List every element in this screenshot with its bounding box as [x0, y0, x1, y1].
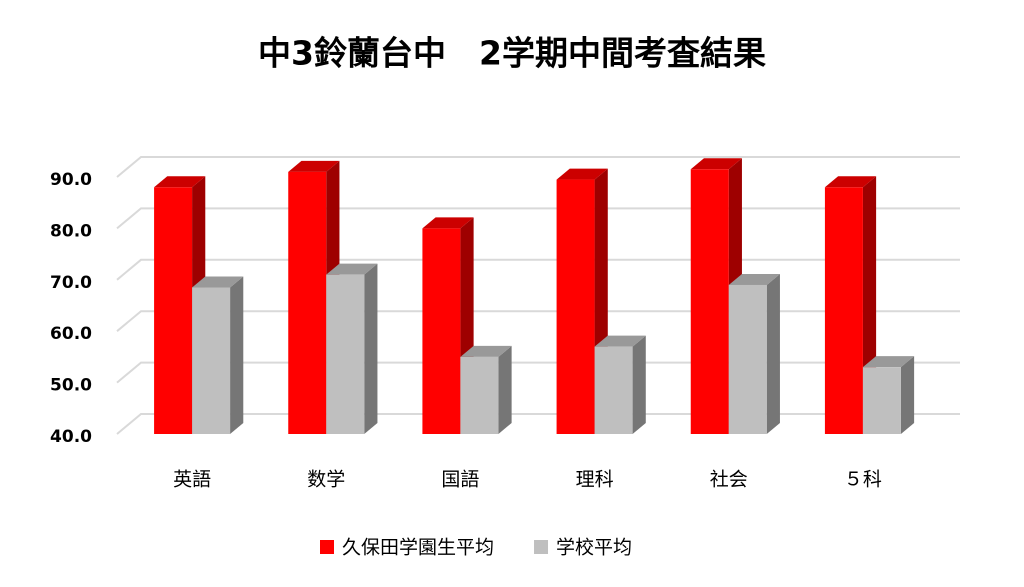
bar-top	[288, 160, 340, 172]
bar	[288, 171, 327, 435]
bar-side	[632, 335, 646, 434]
bar	[728, 284, 767, 434]
legend-swatch	[534, 540, 549, 554]
grid-line	[116, 258, 960, 281]
bar-top	[460, 345, 512, 357]
bar-top	[556, 168, 608, 180]
bar-top	[154, 176, 206, 188]
grid-line	[116, 413, 960, 435]
legend-label: 久保田学園生平均	[342, 537, 494, 559]
y-tick-label: 60.0	[50, 324, 92, 344]
bar-top	[326, 263, 378, 275]
x-tick-label: ５科	[844, 469, 882, 491]
legend-swatch	[320, 540, 334, 554]
bar	[154, 187, 193, 434]
bar	[422, 228, 461, 434]
bar	[192, 287, 231, 434]
bar	[326, 274, 365, 434]
bar-side	[230, 276, 244, 434]
bar-top	[690, 158, 742, 170]
bar-top	[824, 176, 877, 188]
y-tick-label: 80.0	[50, 221, 92, 241]
bar	[824, 187, 863, 434]
y-tick-label: 70.0	[50, 273, 92, 293]
bar	[460, 356, 499, 434]
bar-side	[498, 345, 512, 434]
grid-line	[116, 310, 960, 332]
grid-line	[116, 361, 960, 384]
chart-title: 中3鈴蘭台中 2学期中間考査結果	[258, 34, 766, 73]
x-tick-label: 理科	[576, 469, 614, 491]
x-tick-label: 英語	[173, 469, 211, 491]
bar-side	[364, 263, 378, 434]
x-tick-label: 国語	[441, 469, 479, 491]
bar	[862, 367, 901, 434]
bar	[594, 346, 633, 434]
x-tick-label: 数学	[307, 469, 345, 491]
y-tick-label: 50.0	[50, 376, 92, 396]
bar-top	[862, 356, 915, 368]
bar-top	[728, 273, 780, 285]
bar	[690, 169, 729, 435]
bar-top	[422, 217, 474, 229]
bar	[556, 179, 595, 434]
grid-line	[116, 156, 960, 178]
bar-side	[766, 273, 780, 434]
y-tick-label: 90.0	[50, 170, 92, 190]
y-tick-label: 40.0	[50, 427, 92, 447]
bar-side	[900, 356, 915, 434]
x-tick-label: 社会	[710, 469, 748, 491]
bar-top	[192, 276, 244, 288]
legend-label: 学校平均	[556, 537, 632, 559]
grid-line	[116, 207, 960, 230]
bar-top	[594, 335, 646, 347]
